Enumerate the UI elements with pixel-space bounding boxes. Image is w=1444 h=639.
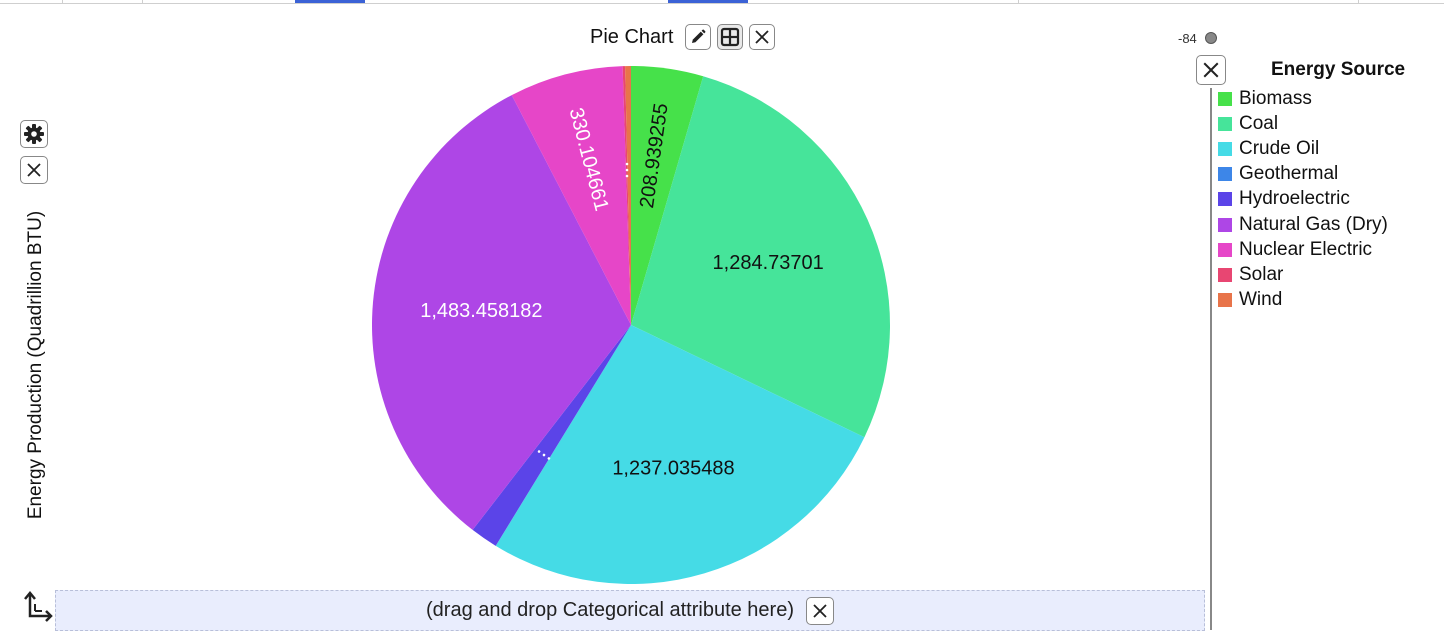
settings-button[interactable] xyxy=(20,120,48,148)
legend-label: Hydroelectric xyxy=(1239,188,1350,210)
drag-handle-dot xyxy=(625,162,629,166)
legend-divider xyxy=(1210,88,1212,630)
legend-item-coal[interactable]: Coal xyxy=(1218,111,1438,136)
legend-item-hydroelectric[interactable]: Hydroelectric xyxy=(1218,187,1438,212)
legend-swatch xyxy=(1218,116,1232,131)
legend-label: Crude Oil xyxy=(1239,137,1320,159)
pie-slice-nuclear-electric[interactable] xyxy=(511,66,631,325)
close-chart-button[interactable] xyxy=(749,24,776,50)
chart-title: Pie Chart xyxy=(590,25,674,48)
legend-label: Natural Gas (Dry) xyxy=(1239,213,1388,235)
legend-items: Biomass Coal Crude Oil Geothermal Hydroelect… xyxy=(1218,86,1438,313)
pie-slice-crude-oil[interactable] xyxy=(495,325,865,584)
legend-title: Energy Source xyxy=(1271,59,1406,80)
pie-slice-coal[interactable] xyxy=(631,76,890,438)
legend-label: Wind xyxy=(1239,289,1283,311)
slice-drag-handle[interactable] xyxy=(537,450,551,461)
legend-item-crude-oil[interactable]: Crude Oil xyxy=(1218,136,1438,161)
slider-handle[interactable] xyxy=(1205,32,1217,44)
pie-slice-solar[interactable] xyxy=(622,66,631,326)
close-icon xyxy=(813,603,827,618)
grid-icon xyxy=(721,27,740,47)
strip-divider xyxy=(142,0,143,3)
axis-corner-icon xyxy=(24,591,53,622)
close-icon xyxy=(755,30,770,44)
drag-handle-dot xyxy=(537,450,541,453)
legend-label: Nuclear Electric xyxy=(1239,238,1373,260)
legend-swatch xyxy=(1218,192,1232,207)
legend-item-biomass[interactable]: Biomass xyxy=(1218,86,1438,111)
legend: Energy Source Biomass Coal Crude Oil Geothe… xyxy=(1218,58,1438,313)
pie-slice-biomass[interactable] xyxy=(631,66,704,325)
drop-zone-close-button[interactable] xyxy=(806,596,834,625)
categorical-drop-zone[interactable]: (drag and drop Categorical attribute her… xyxy=(55,590,1205,631)
legend-swatch xyxy=(1218,293,1232,308)
strip-divider xyxy=(62,0,63,3)
close-icon xyxy=(1203,62,1219,78)
strip-selection xyxy=(668,0,748,3)
legend-swatch xyxy=(1218,167,1232,182)
gear-icon xyxy=(24,124,44,144)
legend-swatch xyxy=(1218,242,1232,257)
chart-header: Pie Chart xyxy=(590,22,776,52)
slider-value: -84 xyxy=(1178,31,1197,46)
legend-item-geothermal[interactable]: Geothermal xyxy=(1218,162,1438,187)
legend-item-natural-gas-dry[interactable]: Natural Gas (Dry) xyxy=(1218,212,1438,237)
drag-handle-dot xyxy=(625,174,629,178)
remove-axis-button[interactable] xyxy=(20,156,48,184)
legend-swatch xyxy=(1218,141,1232,156)
legend-label: Geothermal xyxy=(1239,163,1339,185)
pie-label-natural-gas-dry: 1,483.458182 xyxy=(420,300,542,322)
pie-slice-geothermal[interactable] xyxy=(495,325,631,546)
pie-label-coal: 1,284.73701 xyxy=(713,252,824,274)
slice-drag-handle[interactable] xyxy=(625,162,629,178)
left-toolbar xyxy=(20,120,48,184)
legend-close-button[interactable] xyxy=(1196,55,1226,85)
pie-slice-hydroelectric[interactable] xyxy=(472,325,631,546)
top-strip xyxy=(0,0,1444,4)
drop-zone-text: (drag and drop Categorical attribute her… xyxy=(426,599,794,621)
pie-slice-wind[interactable] xyxy=(625,66,631,325)
legend-item-solar[interactable]: Solar xyxy=(1218,262,1438,287)
legend-label: Solar xyxy=(1239,263,1284,285)
close-icon xyxy=(27,163,41,177)
pencil-icon xyxy=(692,29,706,43)
legend-label: Coal xyxy=(1239,112,1279,134)
legend-item-wind[interactable]: Wind xyxy=(1218,288,1438,313)
drag-handle-dot xyxy=(542,453,546,457)
edit-button[interactable] xyxy=(685,24,712,50)
legend-swatch xyxy=(1218,217,1232,232)
strip-divider xyxy=(1358,0,1359,3)
strip-divider xyxy=(1018,0,1019,3)
legend-swatch xyxy=(1218,267,1232,282)
pie-slice-natural-gas-dry[interactable] xyxy=(372,95,631,530)
drag-handle-dot xyxy=(625,168,629,172)
drag-handle-dot xyxy=(547,457,551,460)
strip-selection xyxy=(295,0,365,3)
legend-item-nuclear-electric[interactable]: Nuclear Electric xyxy=(1218,237,1438,262)
pie-label-crude-oil: 1,237.035488 xyxy=(612,457,734,479)
legend-swatch xyxy=(1218,91,1232,106)
layout-button[interactable] xyxy=(717,24,744,50)
legend-label: Biomass xyxy=(1239,87,1312,109)
axis-corner[interactable] xyxy=(22,590,54,622)
